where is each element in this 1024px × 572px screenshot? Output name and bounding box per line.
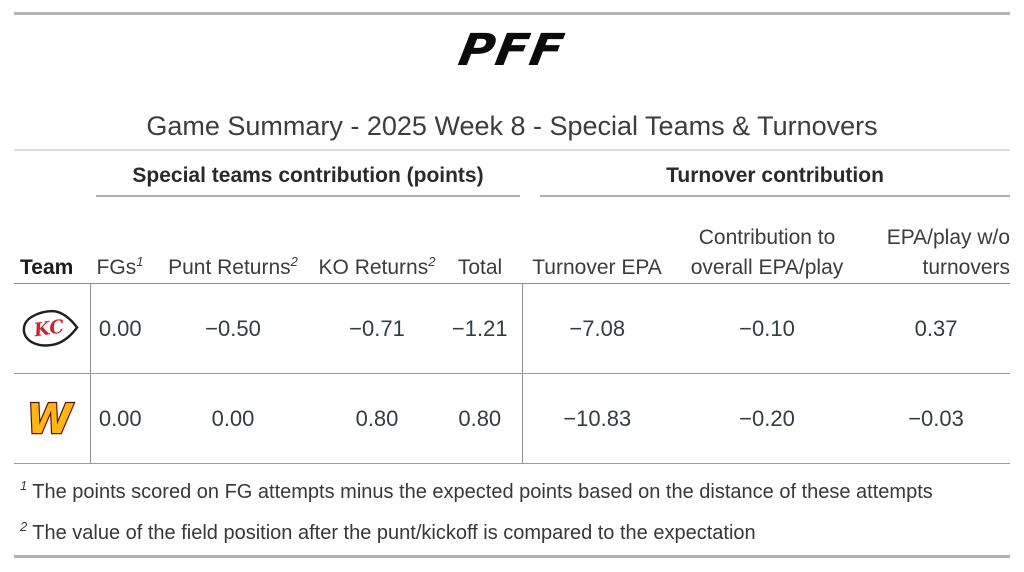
commanders-logo: W <box>26 396 76 442</box>
pff-logo: PFF <box>0 25 1024 76</box>
bottom-divider <box>14 555 1010 558</box>
cell-total: −1.21 <box>438 283 523 374</box>
group-header-row: Special teams contribution (points) Turn… <box>14 157 1011 197</box>
stats-table: Special teams contribution (points) Turn… <box>14 157 1011 464</box>
chiefs-kc-monogram: KC <box>32 316 66 341</box>
cell-ko-returns: −0.71 <box>316 283 438 374</box>
cell-total: 0.80 <box>438 373 523 464</box>
column-header-row: Team FGs1 Punt Returns2 KO Returns2 Tota… <box>14 197 1011 284</box>
footnote-1-text: The points scored on FG attempts minus t… <box>32 481 933 503</box>
cell-ko-returns: 0.80 <box>316 373 438 464</box>
chiefs-arrowhead-shape <box>22 309 79 347</box>
cell-turnover-epa: −7.08 <box>522 283 673 374</box>
cell-fgs: 0.00 <box>90 283 150 374</box>
column-header-epa-wo-turnovers: EPA/play w/o turnovers <box>862 197 1011 284</box>
table-row-chiefs: KC 0.00 −0.50 −0.71 −1.21 −7.08 −0.10 0.… <box>14 283 1011 374</box>
page-title: Game Summary - 2025 Week 8 - Special Tea… <box>146 111 878 141</box>
column-header-total: Total <box>438 197 523 284</box>
chiefs-logo: KC <box>22 309 79 347</box>
footnote-1: 1 The points scored on FG attempts minus … <box>20 478 1010 506</box>
commanders-w-monogram: W <box>27 396 74 442</box>
footnote-marker: 2 <box>428 254 436 269</box>
footnote-1-marker: 1 <box>20 478 28 494</box>
title-divider <box>14 149 1010 151</box>
cell-turnover-epa: −10.83 <box>522 373 673 464</box>
cell-epa-wo-turnovers: −0.03 <box>862 373 1011 464</box>
team-cell-commanders: W <box>14 373 91 464</box>
table-row-commanders: W 0.00 0.00 0.80 0.80 −10.83 −0.20 −0.03 <box>14 373 1011 464</box>
cell-contribution-epa: −0.20 <box>672 373 863 464</box>
top-divider <box>14 12 1010 15</box>
footnote-marker: 2 <box>290 254 298 269</box>
group-header-turnover: Turnover contribution <box>540 164 1011 197</box>
column-header-ko-returns: KO Returns2 <box>316 197 438 284</box>
cell-fgs: 0.00 <box>90 373 150 464</box>
cell-contribution-epa: −0.10 <box>672 283 863 374</box>
footnote-marker: 1 <box>136 254 144 269</box>
footnote-2: 2 The value of the field position after t… <box>20 519 1010 547</box>
cell-punt-returns: −0.50 <box>150 283 316 374</box>
footnote-2-marker: 2 <box>20 519 28 535</box>
cell-epa-wo-turnovers: 0.37 <box>862 283 1011 374</box>
column-header-turnover-epa: Turnover EPA <box>522 197 673 284</box>
column-header-fgs: FGs1 <box>90 197 150 284</box>
cell-punt-returns: 0.00 <box>150 373 316 464</box>
column-header-contribution-epa: Contribution to overall EPA/play <box>672 197 863 284</box>
pff-logo-text: PFF <box>455 25 570 76</box>
group-header-spacer <box>14 157 90 197</box>
footnote-2-text: The value of the field position after th… <box>32 522 756 544</box>
group-header-special-teams: Special teams contribution (points) <box>96 164 521 197</box>
column-header-team: Team <box>14 197 90 284</box>
column-header-punt-returns: Punt Returns2 <box>150 197 316 284</box>
team-cell-chiefs: KC <box>14 283 91 374</box>
